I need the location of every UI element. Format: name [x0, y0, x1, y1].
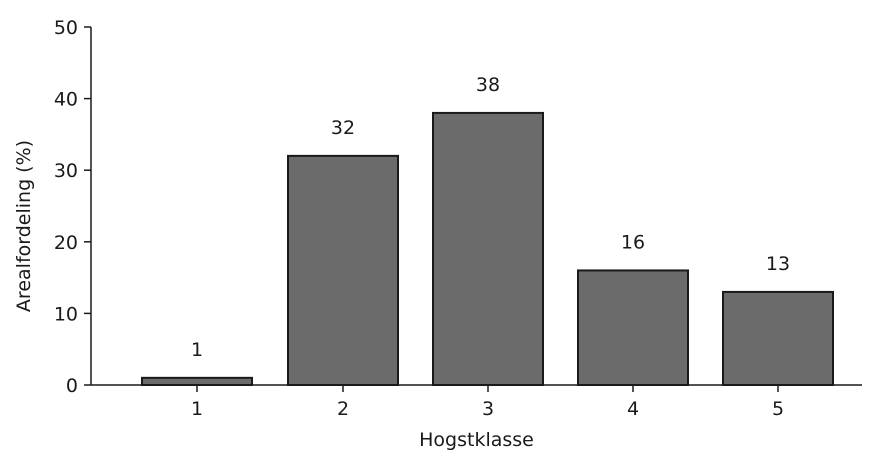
y-tick-label-10: 10 — [54, 303, 78, 325]
y-tick-label-50: 50 — [54, 17, 78, 39]
x-axis-label: Hogstklasse — [419, 429, 534, 451]
y-tick-label-30: 30 — [54, 160, 78, 182]
data-labels-group: 1 32 38 16 13 — [191, 74, 790, 361]
data-label-2: 32 — [331, 117, 355, 139]
data-label-3: 38 — [476, 74, 500, 96]
y-tick-label-0: 0 — [66, 375, 78, 397]
x-tick-label-4: 4 — [627, 398, 639, 420]
x-tick-label-3: 3 — [482, 398, 494, 420]
data-label-5: 13 — [766, 253, 790, 275]
x-tick-label-2: 2 — [337, 398, 349, 420]
data-label-4: 16 — [621, 231, 645, 253]
bar-4 — [577, 269, 689, 386]
x-ticks-group: 1 2 3 4 5 — [191, 385, 784, 420]
bars-group — [141, 111, 834, 387]
x-tick-label-5: 5 — [772, 398, 784, 420]
bar-2 — [287, 154, 399, 386]
bar-5 — [722, 290, 834, 387]
data-label-1: 1 — [191, 339, 203, 361]
y-tick-label-20: 20 — [54, 232, 78, 254]
bar-3 — [432, 111, 544, 386]
y-axis-label: Arealfordeling (%) — [13, 140, 35, 312]
y-tick-label-40: 40 — [54, 89, 78, 111]
x-tick-label-1: 1 — [191, 398, 203, 420]
bar-1 — [141, 376, 253, 386]
y-ticks-group: 0 10 20 30 40 50 — [54, 17, 91, 397]
